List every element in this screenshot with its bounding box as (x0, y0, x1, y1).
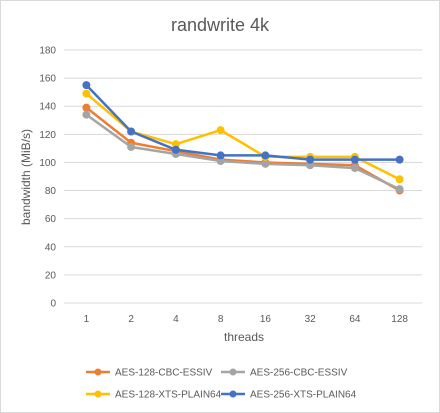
data-point (82, 103, 91, 112)
data-point (82, 81, 91, 90)
y-tick-label: 100 (39, 158, 56, 169)
y-tick-label: 0 (50, 299, 56, 310)
legend-item: AES-128-XTS-PLAIN64 (86, 390, 222, 401)
x-tick-label: 1 (84, 314, 90, 325)
x-axis-label: threads (224, 330, 264, 344)
legend-item: AES-128-CBC-ESSIV (86, 368, 213, 379)
legend-marker (229, 368, 237, 376)
y-tick-label: 40 (45, 242, 57, 253)
y-tick-label: 140 (39, 102, 56, 113)
y-tick-label: 180 (39, 46, 56, 57)
legend-label: AES-128-CBC-ESSIV (115, 368, 213, 379)
legend-marker (94, 368, 102, 376)
data-point (306, 155, 315, 164)
x-tick-label: 32 (305, 314, 317, 325)
data-point (82, 110, 91, 119)
series-line (85, 106, 401, 192)
data-point (350, 164, 359, 173)
data-point (395, 155, 404, 164)
y-axis-ticks: 0 20 40 60 80 100 120 140 160 180 (39, 46, 56, 310)
data-point (261, 159, 270, 168)
series-line (85, 83, 401, 161)
y-tick-label: 120 (39, 130, 56, 141)
legend-item: AES-256-XTS-PLAIN64 (221, 390, 357, 401)
data-point (82, 89, 91, 98)
x-tick-label: 64 (349, 314, 361, 325)
y-tick-label: 160 (39, 74, 56, 85)
x-tick-label: 4 (173, 314, 179, 325)
series-line (85, 113, 401, 191)
y-tick-label: 80 (45, 186, 57, 197)
gridlines (64, 49, 422, 304)
legend-label: AES-128-XTS-PLAIN64 (115, 390, 222, 401)
data-point (216, 151, 225, 160)
series-layer (82, 81, 404, 195)
x-tick-label: 2 (128, 314, 134, 325)
legend-marker (229, 390, 237, 398)
data-point (127, 127, 136, 136)
series-aes-256-xts-plain64 (82, 81, 404, 164)
y-tick-label: 60 (45, 214, 57, 225)
data-point (395, 185, 404, 194)
data-point (261, 151, 270, 160)
legend-marker (94, 390, 102, 398)
x-tick-label: 16 (260, 314, 272, 325)
data-point (216, 126, 225, 135)
data-point (350, 155, 359, 164)
legend-label: AES-256-CBC-ESSIV (250, 368, 348, 379)
data-point (395, 175, 404, 184)
x-tick-label: 128 (391, 314, 408, 325)
chart-title: randwrite 4k (171, 15, 270, 35)
data-point (127, 142, 136, 151)
y-tick-label: 20 (45, 270, 57, 281)
x-axis-ticks: 1 2 4 8 16 32 64 128 (84, 314, 409, 325)
y-axis-label: bandwidth (MiB/s) (19, 129, 33, 225)
series-aes-256-cbc-essiv (82, 110, 404, 194)
legend: AES-128-CBC-ESSIV AES-256-CBC-ESSIV AES-12… (86, 368, 357, 401)
legend-label: AES-256-XTS-PLAIN64 (250, 390, 357, 401)
legend-item: AES-256-CBC-ESSIV (221, 368, 348, 379)
data-point (171, 145, 180, 154)
x-tick-label: 8 (218, 314, 224, 325)
